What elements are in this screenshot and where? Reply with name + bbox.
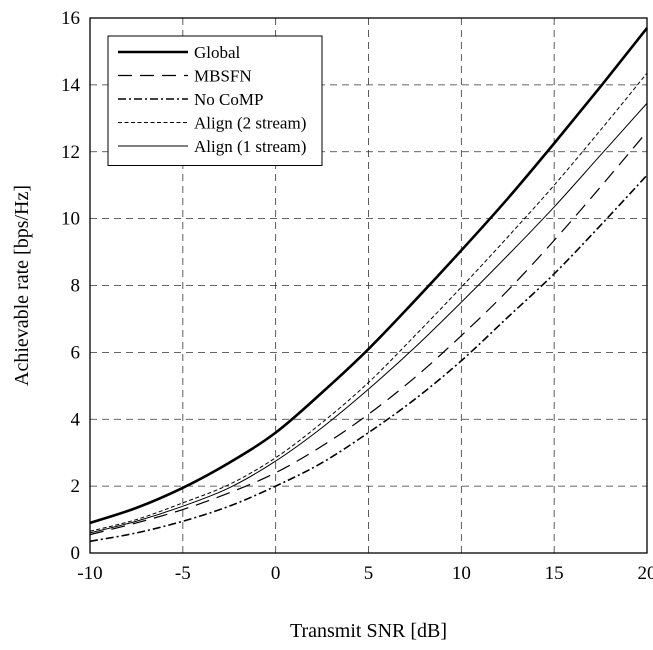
y-tick-label: 12 bbox=[61, 142, 80, 163]
series-line-no-comp bbox=[89, 174, 648, 543]
series-line-align-1-stream bbox=[89, 102, 648, 534]
legend-label-align-2-stream: Align (2 stream) bbox=[194, 114, 306, 133]
legend-label-align-1-stream: Align (1 stream) bbox=[194, 137, 306, 156]
y-tick-label: 4 bbox=[71, 409, 81, 430]
y-tick-label: 0 bbox=[71, 543, 81, 564]
x-tick-label: 10 bbox=[452, 563, 471, 584]
x-tick-label: 15 bbox=[545, 563, 564, 584]
series-line-align-2-stream bbox=[89, 72, 648, 532]
series-line-global bbox=[89, 27, 649, 525]
x-tick-label: 20 bbox=[638, 563, 653, 584]
x-tick-label: -5 bbox=[175, 563, 191, 584]
plot-frame bbox=[89, 17, 648, 554]
x-axis-label: Transmit SNR [dB] bbox=[290, 620, 447, 642]
legend-box bbox=[107, 35, 323, 166]
series-line-mbsfn bbox=[89, 131, 648, 536]
x-tick-label: 0 bbox=[271, 563, 281, 584]
axis-ticks: -10 -5 0 5 10 15 20 0 2 4 6 8 10 12 14 16 bbox=[61, 8, 653, 584]
y-tick-label: 16 bbox=[61, 8, 80, 29]
y-tick-label: 10 bbox=[61, 209, 80, 230]
x-tick-label: -10 bbox=[77, 563, 102, 584]
y-tick-label: 6 bbox=[71, 342, 81, 363]
series-lines bbox=[89, 27, 649, 543]
legend: Global MBSFN No CoMP Align (2 stream) Align … bbox=[107, 35, 323, 166]
y-tick-label: 14 bbox=[61, 75, 81, 96]
legend-label-no-comp: No CoMP bbox=[194, 90, 263, 109]
y-axis-label: Achievable rate [bps/Hz] bbox=[11, 185, 33, 386]
legend-label-global: Global bbox=[194, 43, 241, 62]
y-tick-label: 8 bbox=[71, 276, 81, 297]
y-tick-label: 2 bbox=[71, 476, 81, 497]
legend-label-mbsfn: MBSFN bbox=[194, 67, 252, 86]
x-tick-label: 5 bbox=[364, 563, 374, 584]
